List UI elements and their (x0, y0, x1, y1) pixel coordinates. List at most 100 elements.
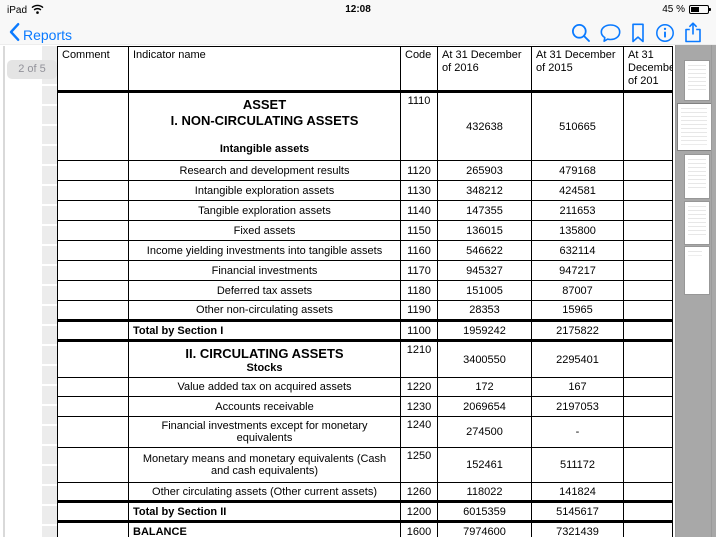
cell-indicator: Income yielding investments into tangibl… (128, 240, 401, 261)
cell-extra (623, 340, 673, 378)
cell-2016: 2069654 (437, 396, 532, 417)
table-row: ASSET I. NON-CIRCULATING ASSETS Intangib… (57, 91, 673, 161)
comment-icon[interactable] (600, 23, 621, 43)
cell-2016: 432638 (437, 91, 532, 161)
cell-indicator: Research and development results (128, 160, 401, 181)
cell-extra (623, 280, 673, 301)
cell-2015: 167 (531, 377, 624, 397)
page-thumbnail-3[interactable] (685, 155, 709, 198)
balance-sheet-table: Comment Indicator name Code At 31 Decemb… (57, 46, 673, 537)
cell-2015: - (531, 416, 624, 448)
wifi-icon (31, 4, 44, 17)
cell-extra (623, 447, 673, 483)
status-bar: iPad 12:08 45 % (0, 0, 716, 20)
table-header-row: Comment Indicator name Code At 31 Decemb… (57, 46, 673, 93)
cell-comment (57, 91, 129, 161)
toolbar-icons (571, 22, 702, 43)
cell-comment (57, 260, 129, 281)
cell-2016: 6015359 (437, 501, 532, 523)
page-thumbnail-5[interactable] (685, 247, 709, 294)
cell-extra (623, 482, 673, 503)
bookmark-icon[interactable] (630, 23, 646, 43)
battery-percent: 45 % (662, 4, 685, 15)
cell-extra (623, 180, 673, 201)
cell-2016: 546622 (437, 240, 532, 261)
cell-2015: 135800 (531, 220, 624, 241)
page-thumbnail-2-selected[interactable] (678, 104, 711, 150)
cell-comment (57, 160, 129, 181)
cell-extra (623, 160, 673, 181)
cell-indicator: Accounts receivable (128, 396, 401, 417)
table-row: Tangible exploration assets 1140 147355 … (57, 200, 673, 221)
table-row: Financial investments 1170 945327 947217 (57, 260, 673, 281)
table-row: Accounts receivable 1230 2069654 2197053 (57, 396, 673, 417)
cell-code: 1230 (400, 396, 438, 417)
cell-comment (57, 416, 129, 448)
cell-comment (57, 521, 129, 537)
cell-2016: 151005 (437, 280, 532, 301)
cell-comment (57, 180, 129, 201)
cell-comment (57, 447, 129, 483)
cell-comment (57, 340, 129, 378)
table-row: Monetary means and monetary equivalents … (57, 447, 673, 483)
cell-indicator: Value added tax on acquired assets (128, 377, 401, 397)
cell-2016: 1959242 (437, 320, 532, 342)
cell-indicator: Other circulating assets (Other current … (128, 482, 401, 503)
cell-2016: 945327 (437, 260, 532, 281)
cell-indicator: Total by Section I (128, 320, 401, 342)
page-thumbnail-4[interactable] (685, 202, 709, 244)
cell-code: 1160 (400, 240, 438, 261)
table-row: Research and development results 1120 26… (57, 160, 673, 181)
cell-comment (57, 320, 129, 342)
cell-indicator: Other non-circulating assets (128, 300, 401, 322)
cell-indicator: BALANCE (128, 521, 401, 537)
cell-indicator: Financial investments except for monetar… (128, 416, 401, 448)
back-label: Reports (23, 26, 73, 43)
page-edge-line (3, 46, 5, 537)
cell-comment (57, 396, 129, 417)
cell-2015: 479168 (531, 160, 624, 181)
cell-comment (57, 501, 129, 523)
cell-comment (57, 240, 129, 261)
cell-code: 1140 (400, 200, 438, 221)
table-row: Income yielding investments into tangibl… (57, 240, 673, 261)
cell-comment (57, 377, 129, 397)
cell-code: 1120 (400, 160, 438, 181)
battery-icon (689, 5, 711, 14)
table-row: Value added tax on acquired assets 1220 … (57, 377, 673, 397)
cell-2016: 265903 (437, 160, 532, 181)
back-button[interactable]: Reports (8, 22, 72, 47)
page-thumbnail-1[interactable] (685, 61, 709, 100)
header-2015: At 31 December of 2015 (531, 46, 624, 93)
cell-code: 1250 (400, 447, 438, 483)
cell-2015: 510665 (531, 91, 624, 161)
cell-comment (57, 482, 129, 503)
share-icon[interactable] (684, 22, 702, 43)
info-icon[interactable] (655, 23, 675, 43)
cell-2016: 7974600 (437, 521, 532, 537)
header-2016: At 31 December of 2016 (437, 46, 532, 93)
cell-2015: 15965 (531, 300, 624, 322)
cell-2016: 172 (437, 377, 532, 397)
cell-2015: 511172 (531, 447, 624, 483)
section-title: I. NON-CIRCULATING ASSETS (170, 113, 359, 128)
table-row: Other non-circulating assets 1190 28353 … (57, 300, 673, 322)
cell-code: 1100 (400, 320, 438, 342)
cell-code: 1260 (400, 482, 438, 503)
cell-extra (623, 416, 673, 448)
cell-2015: 5145617 (531, 501, 624, 523)
cell-2015: 424581 (531, 180, 624, 201)
cell-indicator: Intangible exploration assets (128, 180, 401, 201)
cell-indicator: II. CIRCULATING ASSETS Stocks (128, 340, 401, 378)
table-row: Total by Section II 1200 6015359 5145617 (57, 501, 673, 523)
cell-extra (623, 377, 673, 397)
cell-2016: 136015 (437, 220, 532, 241)
cell-2015: 141824 (531, 482, 624, 503)
section-title: II. CIRCULATING ASSETS (185, 346, 344, 361)
cell-code: 1110 (400, 91, 438, 161)
document-page[interactable]: Comment Indicator name Code At 31 Decemb… (57, 46, 673, 537)
search-icon[interactable] (571, 23, 591, 43)
section-title: ASSET (242, 97, 287, 112)
cell-extra (623, 320, 673, 342)
